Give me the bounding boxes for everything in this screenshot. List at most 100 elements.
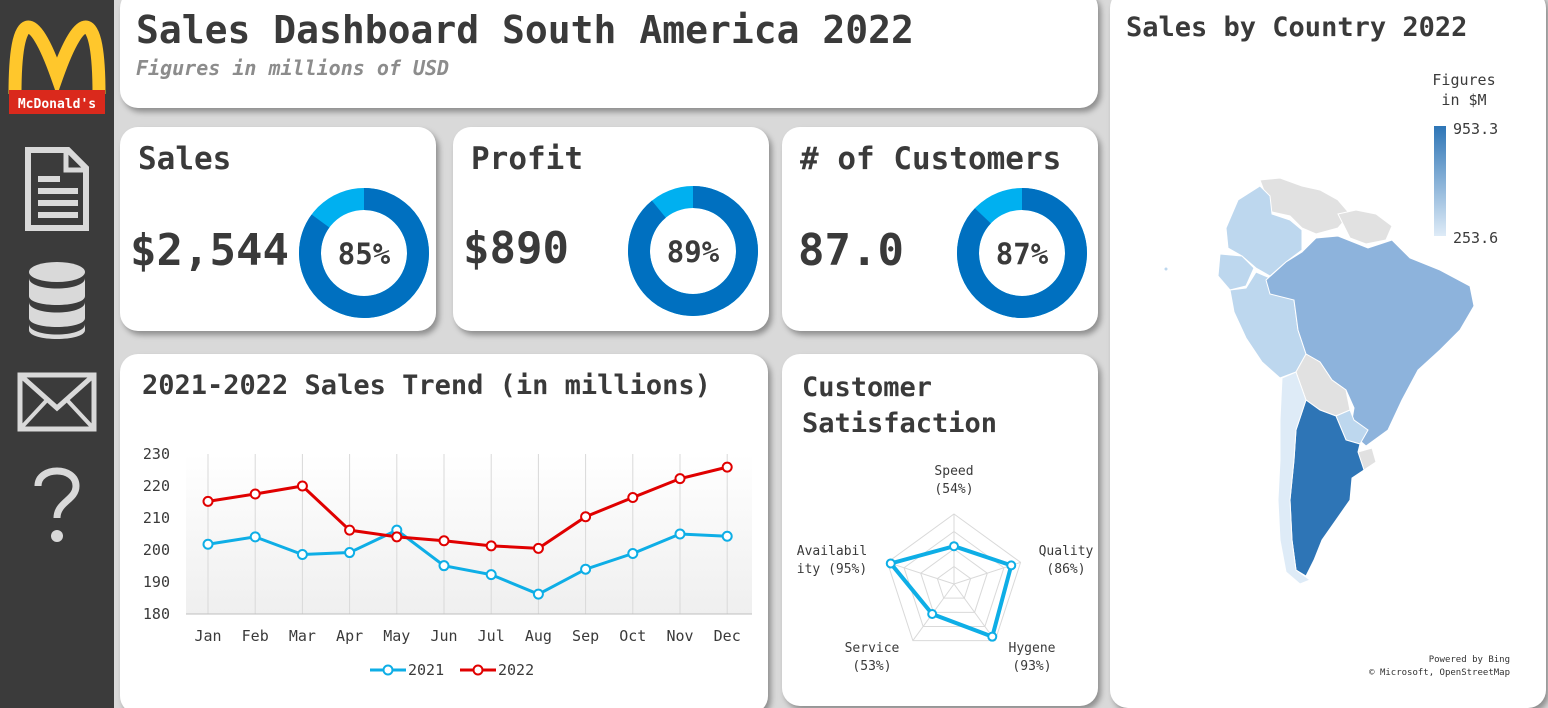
data-point-2022 (249, 488, 261, 500)
radar-axis-label: Availabil (797, 544, 867, 559)
radar-axis-value: (54%) (934, 482, 973, 497)
radar-point (987, 631, 998, 642)
database-icon[interactable] (0, 260, 114, 342)
radar-axis-label: Quality (1039, 544, 1094, 559)
kpi-card-customers: # of Customers 87.0 87% (782, 127, 1098, 331)
page-title: Sales Dashboard South America 2022 (136, 8, 914, 52)
chart-title: Customer Satisfaction (802, 372, 998, 439)
data-point-2021 (249, 531, 261, 543)
radar-axis-value: ity (95%) (797, 562, 867, 577)
map-attribution: Powered by Bing (1429, 655, 1510, 665)
radar-axis-value: (93%) (1012, 659, 1051, 674)
map-legend-min: 253.6 (1453, 229, 1498, 247)
radar-axis-value: (86%) (1046, 562, 1085, 577)
data-point-2022 (580, 511, 592, 523)
data-point-2021 (296, 548, 308, 560)
x-tick-label: May (383, 627, 410, 645)
x-tick-label: Feb (242, 627, 269, 645)
data-point-2022 (391, 531, 403, 543)
data-point-2021 (344, 547, 356, 559)
radar-axis (887, 561, 955, 585)
satisfaction-card: Customer Satisfaction Speed (54%) Quality (… (782, 354, 1098, 706)
data-point-2022 (296, 480, 308, 492)
x-tick-label: Oct (619, 627, 646, 645)
report-icon[interactable] (0, 146, 114, 232)
data-point-2021 (721, 530, 733, 542)
data-point-2021 (532, 588, 544, 600)
data-point-2021 (202, 538, 214, 550)
legend-label: 2022 (498, 661, 534, 679)
x-tick-label: Apr (336, 627, 363, 645)
x-tick-label: Sep (572, 627, 599, 645)
header-card: Sales Dashboard South America 2022 Figur… (120, 0, 1098, 108)
radar-axis-label: Hygene (1009, 641, 1056, 656)
data-point-2021 (580, 563, 592, 575)
data-point-2022 (438, 535, 450, 547)
radar-point (885, 558, 896, 569)
mail-icon[interactable] (0, 372, 114, 432)
help-icon[interactable] (0, 464, 114, 546)
series-line-2021 (207, 528, 728, 596)
mcdonalds-logo[interactable]: McDonald's (0, 14, 114, 116)
x-tick-label: Aug (525, 627, 552, 645)
data-point-2021 (438, 560, 450, 572)
kpi-donut: 89% (628, 186, 758, 316)
x-tick-label: Jul (478, 627, 505, 645)
kpi-label: Sales (138, 141, 232, 177)
map-legend-title: Figures (1432, 71, 1495, 89)
sales-trend-chart: 230 220 210 200 190 180 Jan Feb Mar Apr May Jun Jul… (143, 445, 752, 679)
kpi-donut: 85% (299, 188, 429, 318)
y-tick-label: 200 (143, 541, 170, 559)
radar-axis-label: Speed (934, 464, 973, 479)
page-subtitle: Figures in millions of USD (136, 56, 450, 80)
series-line-2022 (207, 465, 728, 550)
country-colombia (1225, 185, 1303, 277)
donut-fill (628, 186, 758, 316)
y-tick-label: 220 (143, 477, 170, 495)
radar-gridline (920, 548, 988, 613)
kpi-donut: 87% (957, 188, 1087, 318)
data-point-2022 (627, 492, 639, 504)
country-chile (1277, 371, 1312, 585)
map-legend-scale (1434, 126, 1446, 236)
data-point-2022 (721, 461, 733, 473)
kpi-label: Profit (471, 141, 583, 177)
data-point-2022 (202, 495, 214, 507)
radar-axis-value: (53%) (852, 659, 891, 674)
kpi-value: $2,544 (130, 225, 289, 276)
radar-axis-label: Service (845, 641, 900, 656)
data-point-2021 (674, 528, 686, 540)
kpi-card-profit: Profit $890 89% (453, 127, 769, 331)
radar-series-line (887, 544, 1014, 640)
x-tick-label: Jan (194, 627, 221, 645)
sales-trend-card: 2021-2022 Sales Trend (in millions) 230 2… (120, 354, 768, 708)
legend-marker (382, 664, 394, 676)
kpi-card-sales: Sales $2,544 85% (120, 127, 436, 331)
data-point-2021 (627, 548, 639, 560)
donut-percent: 89% (667, 235, 720, 269)
y-tick-label: 230 (143, 445, 170, 463)
donut-fill (299, 188, 429, 318)
donut-fill (957, 188, 1087, 318)
legend-label: 2021 (408, 661, 444, 679)
kpi-value: 87.0 (798, 225, 904, 276)
plot-area (186, 454, 752, 614)
south-america-map[interactable]: Figures in $M 953.3 253.6 Powered by Bin… (1110, 0, 1546, 700)
radar-point (927, 609, 938, 620)
chart-title: 2021-2022 Sales Trend (in millions) (142, 370, 711, 401)
radar-axis (953, 583, 996, 641)
country-brazil (1265, 235, 1475, 447)
radar-point (1006, 560, 1017, 571)
y-tick-label: 180 (143, 605, 170, 623)
map-card: Sales by Country 2022 Figures in $M 953.… (1110, 0, 1546, 708)
data-point-2021 (485, 569, 497, 581)
x-tick-label: Nov (666, 627, 693, 645)
x-tick-label: Mar (289, 627, 316, 645)
country-guyanas (1337, 209, 1393, 245)
map-title: Sales by Country 2022 (1126, 12, 1468, 43)
radar-gridline (936, 565, 972, 599)
kpi-label: # of Customers (800, 141, 1062, 177)
donut-percent: 87% (996, 237, 1049, 271)
x-tick-label: Dec (714, 627, 741, 645)
map-attribution: © Microsoft, OpenStreetMap (1369, 668, 1510, 678)
